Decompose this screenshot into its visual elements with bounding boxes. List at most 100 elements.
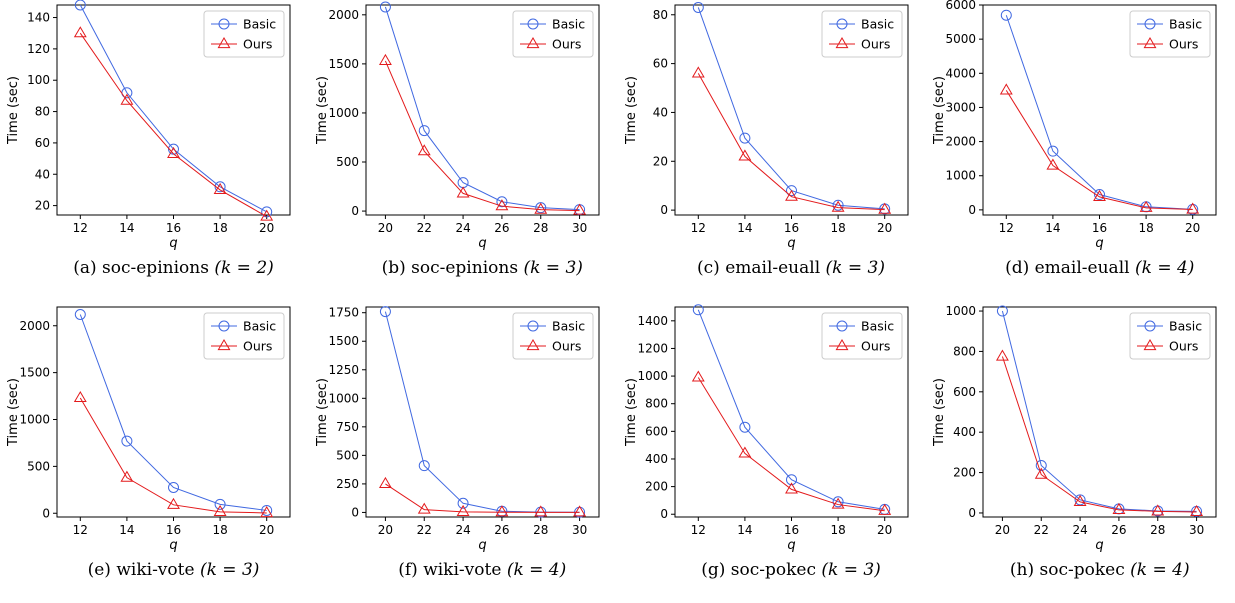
data-point-basic bbox=[1047, 145, 1059, 157]
caption-text: (g) soc-pokec bbox=[701, 560, 822, 580]
legend-marker bbox=[836, 18, 847, 30]
legend-label: Ours bbox=[1169, 339, 1198, 354]
data-point-ours bbox=[73, 26, 87, 38]
data-point-ours bbox=[572, 203, 586, 215]
x-tick-label: 24 bbox=[455, 221, 470, 235]
data-point-basic bbox=[785, 474, 797, 486]
legend-label: Ours bbox=[243, 37, 272, 52]
legend-label: Ours bbox=[861, 339, 890, 354]
caption-math: (k = 4) bbox=[1130, 560, 1190, 580]
x-tick-label: 20 bbox=[877, 221, 892, 235]
y-tick-label: 1000 bbox=[328, 106, 359, 120]
y-tick-label: 750 bbox=[336, 420, 359, 434]
y-tick-label: 3000 bbox=[946, 100, 977, 114]
data-point-basic bbox=[457, 497, 469, 509]
y-tick-label: 1500 bbox=[328, 334, 359, 348]
data-point-ours bbox=[417, 144, 431, 156]
data-point-basic bbox=[261, 504, 273, 516]
data-point-ours bbox=[167, 497, 180, 509]
legend-label: Ours bbox=[552, 339, 581, 354]
y-tick-label: 20 bbox=[35, 199, 50, 213]
x-axis-label: q bbox=[169, 538, 177, 553]
series-line-ours bbox=[79, 32, 267, 218]
x-axis-label: q bbox=[1096, 236, 1104, 251]
legend: Basic Ours bbox=[1129, 312, 1211, 360]
axes-frame bbox=[365, 4, 600, 216]
chart-caption: (c) email-euall (k = 3) bbox=[641, 258, 941, 278]
caption-math: (k = 4) bbox=[1134, 258, 1195, 278]
y-axis-label: Time (sec) bbox=[932, 76, 947, 145]
x-tick-label: 22 bbox=[416, 523, 431, 537]
y-tick-label: 1000 bbox=[328, 391, 359, 405]
x-tick-label: 18 bbox=[830, 221, 845, 235]
x-tick-label: 28 bbox=[533, 221, 548, 235]
data-point-basic bbox=[1036, 460, 1047, 472]
data-point-ours bbox=[831, 200, 845, 212]
y-tick-label: 600 bbox=[953, 385, 976, 399]
y-tick-label: 800 bbox=[953, 344, 976, 358]
x-tick-label: 20 bbox=[378, 221, 393, 235]
x-tick-label: 20 bbox=[259, 523, 274, 537]
x-tick-label: 12 bbox=[690, 523, 705, 537]
data-point-ours bbox=[877, 202, 891, 214]
y-axis-label: Time (sec) bbox=[624, 378, 639, 447]
legend-label: Basic bbox=[243, 17, 276, 32]
legend-label: Ours bbox=[243, 339, 272, 354]
y-tick-label: 80 bbox=[35, 105, 50, 119]
x-tick-label: 12 bbox=[73, 221, 88, 235]
legend-label: Ours bbox=[1169, 37, 1198, 52]
y-tick-label: 20 bbox=[652, 154, 667, 168]
y-axis-label: Time (sec) bbox=[6, 76, 21, 145]
legend-marker bbox=[1144, 18, 1156, 30]
x-axis-label: q bbox=[169, 236, 177, 251]
x-tick-label: 28 bbox=[533, 523, 548, 537]
x-tick-label: 12 bbox=[999, 221, 1014, 235]
axes-frame bbox=[365, 306, 600, 518]
data-point-basic bbox=[121, 435, 133, 447]
caption-math: (k = 3) bbox=[821, 560, 881, 580]
y-axis-label: Time (sec) bbox=[932, 378, 947, 447]
data-point-basic bbox=[214, 181, 226, 193]
data-point-ours bbox=[534, 202, 547, 214]
x-tick-label: 16 bbox=[1092, 221, 1107, 235]
legend-marker bbox=[218, 320, 230, 332]
y-tick-label: 500 bbox=[336, 155, 359, 169]
chart-caption: (g) soc-pokec (k = 3) bbox=[641, 560, 941, 580]
data-point-ours bbox=[1093, 189, 1107, 201]
x-tick-label: 18 bbox=[1139, 221, 1154, 235]
y-axis-label: Time (sec) bbox=[315, 378, 330, 447]
x-tick-label: 14 bbox=[119, 221, 134, 235]
data-point-basic bbox=[1094, 189, 1106, 201]
y-tick-label: 40 bbox=[652, 105, 667, 119]
legend-marker bbox=[217, 339, 231, 351]
series-line-basic bbox=[79, 314, 267, 511]
data-point-ours bbox=[120, 93, 134, 105]
data-point-ours bbox=[260, 209, 274, 221]
y-tick-label: 100 bbox=[27, 73, 50, 87]
legend-marker bbox=[526, 37, 540, 49]
chart-panel-g: 12 14 16 18 200200400600800100012001400qTime… bbox=[624, 304, 908, 553]
x-axis-label: q bbox=[478, 538, 486, 553]
legend-label: Ours bbox=[861, 37, 890, 52]
legend: Basic Ours bbox=[512, 10, 594, 58]
y-tick-label: 400 bbox=[645, 452, 668, 466]
x-tick-label: 22 bbox=[1034, 523, 1049, 537]
y-tick-label: 1400 bbox=[637, 314, 668, 328]
legend-label: Basic bbox=[243, 319, 276, 334]
data-point-ours bbox=[120, 470, 134, 482]
x-tick-label: 20 bbox=[1185, 221, 1200, 235]
x-tick-label: 30 bbox=[572, 523, 587, 537]
x-axis-label: q bbox=[787, 236, 795, 251]
caption-text: (b) soc-epinions bbox=[381, 258, 524, 278]
y-tick-label: 600 bbox=[645, 424, 668, 438]
caption-math: (k = 3) bbox=[825, 258, 885, 278]
caption-text: (f) wiki-vote bbox=[398, 560, 507, 580]
data-point-basic bbox=[379, 306, 391, 318]
legend-marker bbox=[218, 18, 230, 30]
y-axis-label: Time (sec) bbox=[6, 378, 21, 447]
data-point-basic bbox=[785, 185, 797, 197]
y-tick-label: 40 bbox=[35, 167, 50, 181]
data-point-basic bbox=[1074, 494, 1086, 506]
legend: Basic Ours bbox=[821, 312, 902, 360]
data-point-basic bbox=[997, 305, 1009, 317]
